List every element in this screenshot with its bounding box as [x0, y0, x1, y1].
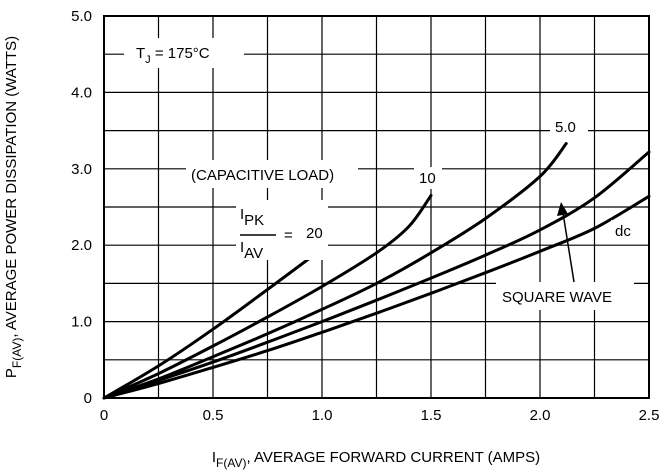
tj-label-background — [124, 38, 244, 68]
ratio-equals: = — [284, 227, 293, 244]
curve-dc — [102, 194, 651, 400]
y-tick-label: 3.0 — [71, 161, 92, 178]
x-tick-label: 1.5 — [421, 407, 442, 424]
x-tick-label: 0 — [100, 407, 108, 424]
series-label-square-wave: SQUARE WAVE — [502, 289, 612, 306]
curve-square-wave — [102, 150, 651, 400]
y-tick-label: 2.0 — [71, 237, 92, 254]
label-5-background — [550, 116, 588, 138]
series-label-20: 20 — [306, 225, 323, 242]
x-tick-label: 2.5 — [639, 407, 660, 424]
y-axis-title: PF(AV), AVERAGE POWER DISSIPATION (WATTS… — [3, 36, 24, 378]
ratio-denominator: IAV — [240, 239, 263, 262]
series-label-dc: dc — [615, 223, 631, 240]
x-tick-label: 2.0 — [530, 407, 551, 424]
square-wave-pointer-arrowhead — [557, 202, 568, 216]
square-wave-pointer — [562, 212, 575, 283]
square-wave-annotation: SQUARE WAVE — [496, 202, 634, 310]
x-tick-label: 0.5 — [203, 407, 224, 424]
series-curves — [102, 142, 651, 400]
y-tick-label: 1.0 — [71, 314, 92, 331]
capacitive-label-background — [186, 160, 358, 188]
square-wave-label-background — [496, 282, 634, 310]
curve-20 — [102, 247, 324, 400]
ratio-numerator: IPK — [240, 206, 264, 229]
tj-label: TJ = 175°C — [136, 45, 210, 66]
x-axis-title: IF(AV), AVERAGE FORWARD CURRENT (AMPS) — [212, 449, 540, 470]
capacitive-annotation: (CAPACITIVE LOAD) — [186, 160, 358, 188]
x-tick-label: 1.0 — [312, 407, 333, 424]
curve-5-0 — [102, 142, 568, 400]
series-label-5: 5.0 — [555, 119, 576, 136]
curve-10 — [102, 194, 433, 400]
label-10-background — [414, 167, 442, 189]
grid — [104, 16, 649, 398]
y-tick-label: 0 — [84, 390, 92, 407]
tick-labels: 0 0.5 1.0 1.5 2.0 2.5 0 1.0 2.0 3.0 4.0 5.0 — [71, 8, 659, 424]
capacitive-load-label: (CAPACITIVE LOAD) — [191, 167, 334, 184]
label-20-background — [302, 222, 330, 244]
series-label-10: 10 — [419, 170, 436, 187]
y-tick-label: 4.0 — [71, 84, 92, 101]
tj-annotation: TJ = 175°C — [124, 38, 244, 68]
plot-frame — [103, 15, 650, 399]
y-tick-label: 5.0 — [71, 8, 92, 25]
label-dc-background — [611, 220, 641, 242]
